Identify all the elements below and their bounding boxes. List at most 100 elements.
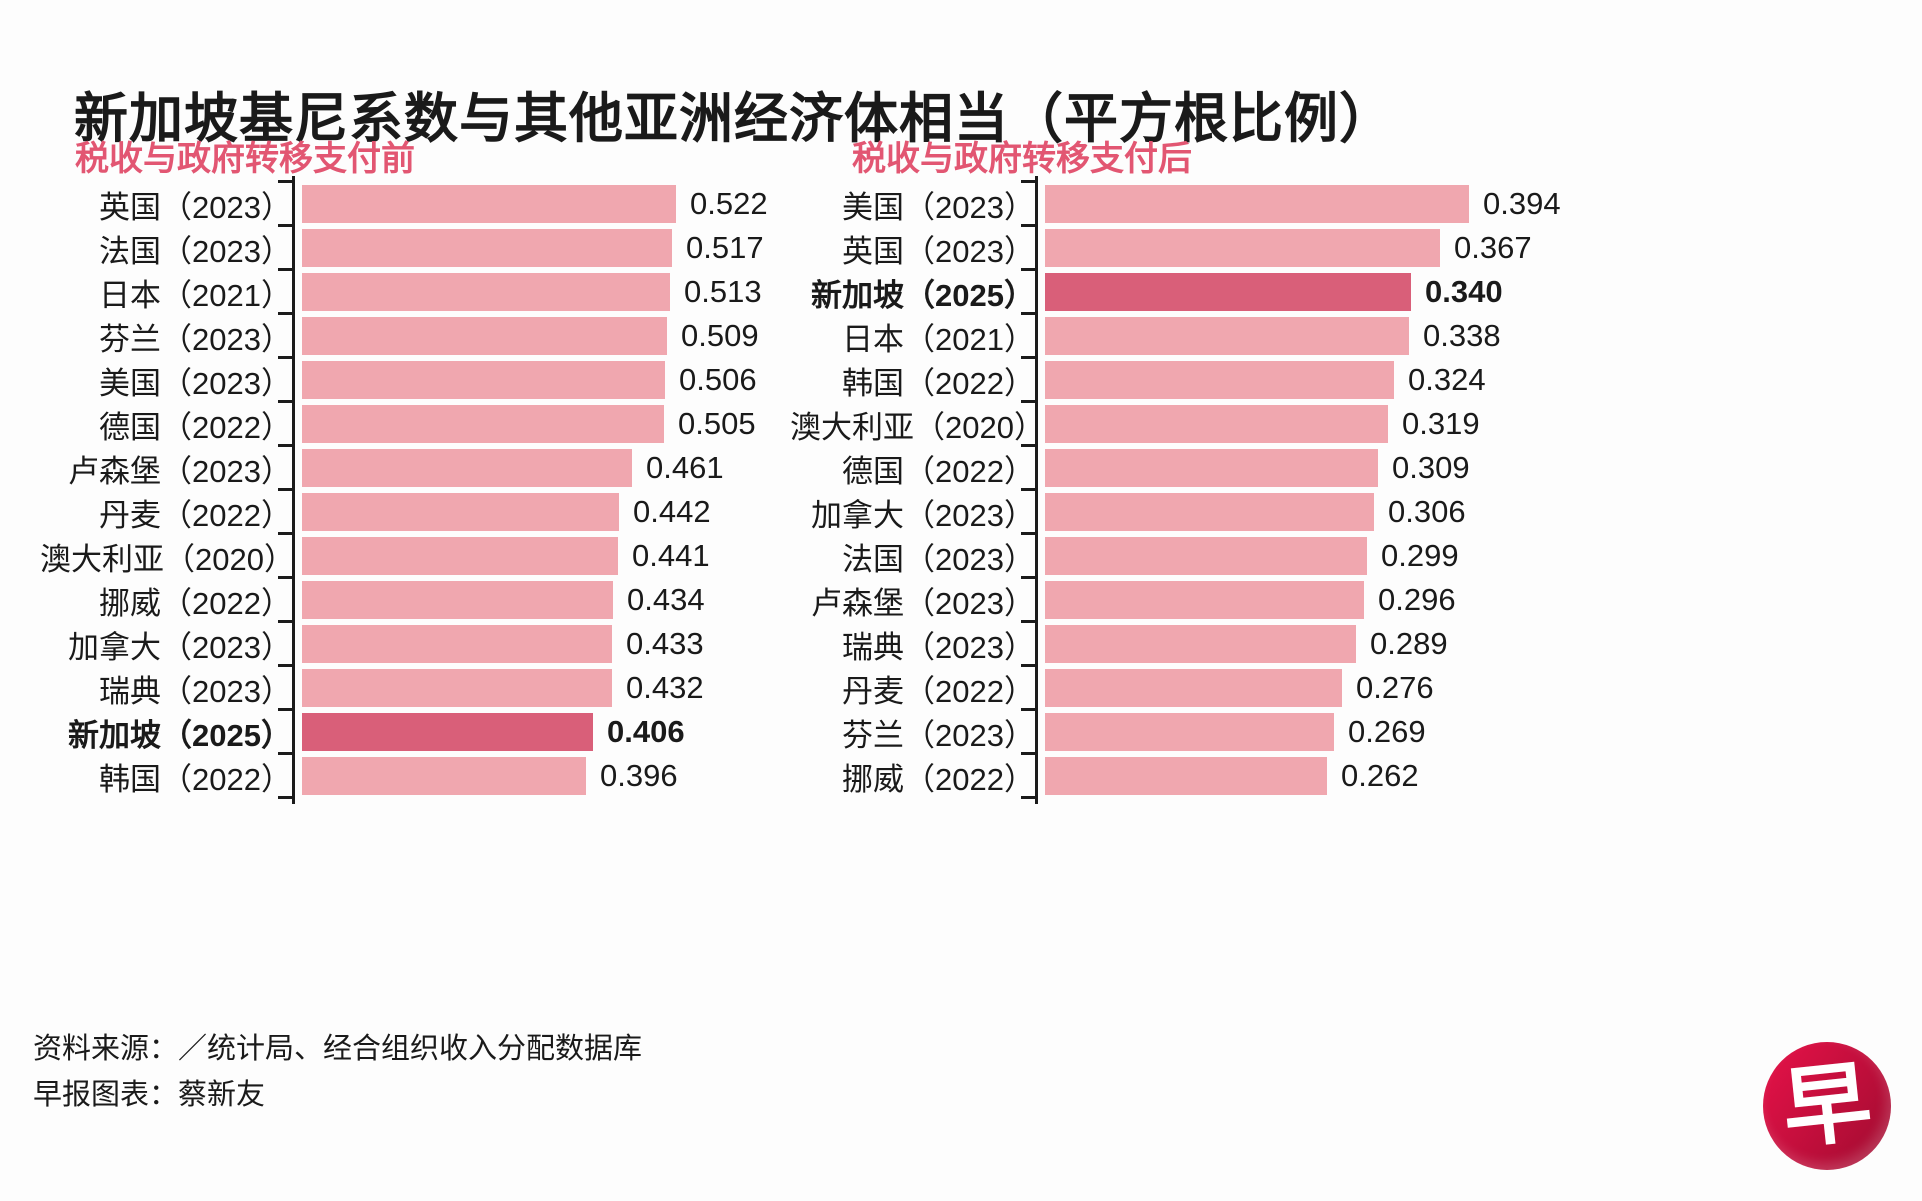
axis-tick (1021, 400, 1035, 403)
category-label: 瑞典（2023） (842, 629, 1035, 665)
category-label: 英国（2023） (842, 233, 1035, 269)
credit-text: 早报图表：蔡新友 (33, 1079, 266, 1111)
bar (302, 625, 612, 663)
category-label: 卢森堡（2023） (68, 453, 292, 489)
source-text: 资料来源：／统计局、经合组织收入分配数据库 (33, 1033, 643, 1065)
zaobao-logo: 早 (1763, 1042, 1891, 1170)
axis-tick (1021, 488, 1035, 491)
value-label: 0.338 (1423, 318, 1501, 353)
bar (302, 317, 667, 355)
axis-tick (278, 356, 292, 359)
value-label: 0.406 (607, 714, 685, 749)
axis-tick (1021, 576, 1035, 579)
value-label: 0.262 (1341, 758, 1419, 793)
axis-tick (278, 180, 292, 183)
bar (302, 449, 632, 487)
bar (302, 229, 672, 267)
value-label: 0.289 (1370, 626, 1448, 661)
bar (302, 493, 619, 531)
bar-row: 德国（2022） 0.505 (40, 402, 768, 446)
bar (1045, 669, 1342, 707)
axis-tick (278, 532, 292, 535)
axis-tick (1021, 796, 1035, 799)
category-label: 英国（2023） (99, 189, 292, 225)
category-label: 韩国（2022） (842, 365, 1035, 401)
bar (1045, 317, 1409, 355)
axis-tick (278, 708, 292, 711)
axis-tick (1021, 444, 1035, 447)
value-label: 0.306 (1388, 494, 1466, 529)
value-label: 0.396 (600, 758, 678, 793)
bar (302, 185, 676, 223)
category-label: 日本（2021） (99, 277, 292, 313)
axis-tick (1021, 268, 1035, 271)
value-label: 0.299 (1381, 538, 1459, 573)
axis-tick (1021, 532, 1035, 535)
category-label: 日本（2021） (842, 321, 1035, 357)
bar (302, 361, 665, 399)
bar (302, 669, 612, 707)
axis-tick (278, 752, 292, 755)
bar-chart-before-taxes: 英国（2023） 0.522 法国（2023） 0.517 日本（2021） 0.513 芬… (40, 176, 768, 804)
bar-row: 加拿大（2023） 0.433 (40, 622, 768, 666)
category-label: 新加坡（2025） (811, 277, 1035, 313)
bar-chart-after-taxes: 美国（2023） 0.394 英国（2023） 0.367 新加坡（2025） 0.340… (790, 176, 1561, 804)
bar-row: 芬兰（2023） 0.269 (790, 710, 1561, 754)
bar-row: 新加坡（2025） 0.340 (790, 270, 1561, 314)
bar-row: 瑞典（2023） 0.432 (40, 666, 768, 710)
bar-row: 卢森堡（2023） 0.296 (790, 578, 1561, 622)
panel-subtitle-before: 税收与政府转移支付前 (75, 140, 415, 178)
bar-row: 英国（2023） 0.367 (790, 226, 1561, 270)
axis-tick (1021, 620, 1035, 623)
value-label: 0.505 (678, 406, 756, 441)
axis-tick (278, 312, 292, 315)
value-label: 0.432 (626, 670, 704, 705)
value-label: 0.509 (681, 318, 759, 353)
category-label: 德国（2022） (842, 453, 1035, 489)
bar-row: 澳大利亚（2020） 0.441 (40, 534, 768, 578)
bar (302, 405, 664, 443)
bar (1045, 493, 1374, 531)
bar (302, 537, 618, 575)
bar-row: 日本（2021） 0.338 (790, 314, 1561, 358)
bar (302, 581, 613, 619)
bar (1045, 625, 1356, 663)
bar-row: 芬兰（2023） 0.509 (40, 314, 768, 358)
axis-tick (278, 796, 292, 799)
bar (1045, 713, 1334, 751)
value-label: 0.522 (690, 186, 768, 221)
category-label: 挪威（2022） (842, 761, 1035, 797)
bar (302, 757, 586, 795)
bar-row: 德国（2022） 0.309 (790, 446, 1561, 490)
bar (1045, 581, 1364, 619)
panel-subtitle-after: 税收与政府转移支付后 (852, 140, 1192, 178)
bar-row: 丹麦（2022） 0.276 (790, 666, 1561, 710)
footer: 资料来源：／统计局、经合组织收入分配数据库 早报图表：蔡新友 (33, 1026, 642, 1118)
category-label: 法国（2023） (842, 541, 1035, 577)
axis-tick (278, 488, 292, 491)
axis-tick (278, 224, 292, 227)
category-label: 澳大利亚（2020） (790, 409, 1045, 445)
value-label: 0.442 (633, 494, 711, 529)
bar-row: 挪威（2022） 0.262 (790, 754, 1561, 798)
category-label: 美国（2023） (99, 365, 292, 401)
value-label: 0.324 (1408, 362, 1486, 397)
category-label: 美国（2023） (842, 189, 1035, 225)
y-axis (1035, 176, 1038, 804)
category-label: 澳大利亚（2020） (40, 541, 295, 577)
bar-row: 美国（2023） 0.506 (40, 358, 768, 402)
bar-highlight (302, 713, 593, 751)
bar-row: 法国（2023） 0.299 (790, 534, 1561, 578)
category-label: 卢森堡（2023） (811, 585, 1035, 621)
axis-tick (278, 576, 292, 579)
value-label: 0.269 (1348, 714, 1426, 749)
category-label: 新加坡（2025） (68, 717, 292, 753)
category-label: 丹麦（2022） (99, 497, 292, 533)
bar-row: 美国（2023） 0.394 (790, 182, 1561, 226)
bar-row: 韩国（2022） 0.396 (40, 754, 768, 798)
value-label: 0.461 (646, 450, 724, 485)
axis-tick (1021, 312, 1035, 315)
bar (1045, 449, 1378, 487)
category-label: 芬兰（2023） (99, 321, 292, 357)
